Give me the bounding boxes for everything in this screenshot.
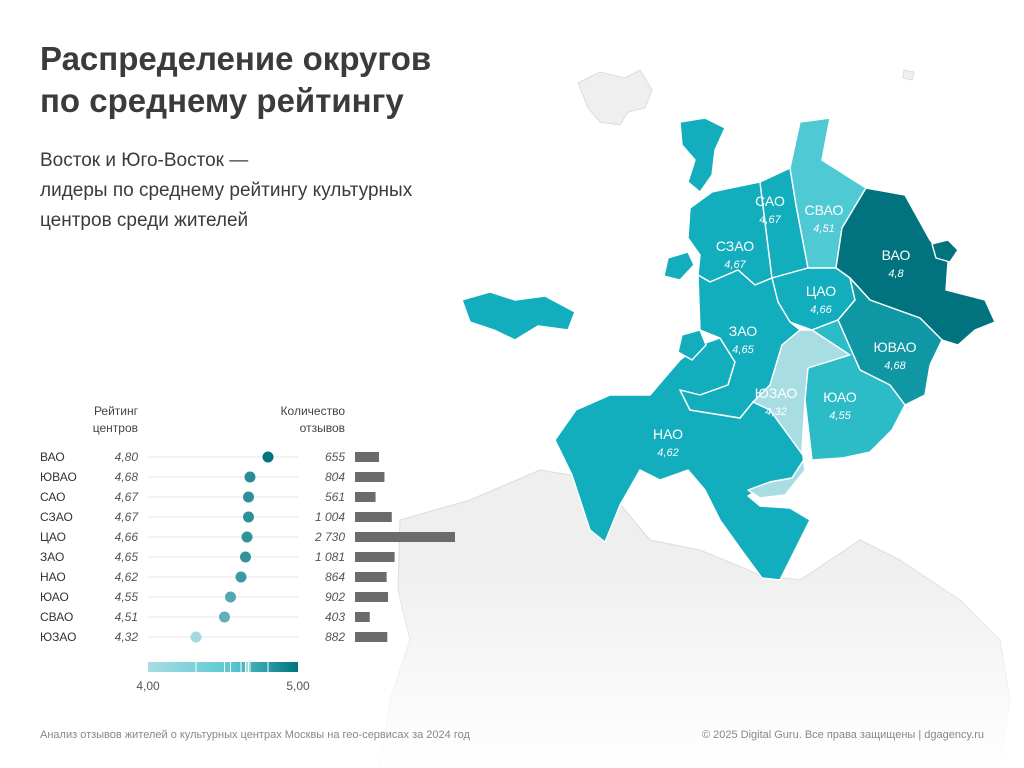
rating-dot [241,531,253,543]
page-subtitle-line: центров среди жителей [40,210,249,231]
reviews-value: 804 [325,470,345,484]
page-title-line: по среднему рейтингу [40,82,404,119]
rating-header-line1: Рейтинг [94,404,139,418]
page-title: Распределение округов по среднему рейтин… [40,38,431,122]
rating-dot [240,551,251,563]
district-yuao [804,319,906,461]
rating-dot [262,451,274,463]
rating-value: 4,80 [115,450,139,464]
rating-value: 4,62 [115,570,139,584]
reviews-bar [355,452,379,462]
rating-value: 4,51 [115,610,138,624]
reviews-bar [355,592,389,602]
rating-dot [244,471,256,483]
reviews-value: 655 [325,450,345,464]
reviews-bar [355,552,395,562]
reviews-bar [355,632,388,642]
rating-value: 4,68 [115,470,139,484]
reviews-header-line2: отзывов [300,421,345,435]
map-value-zao: 4,65 [732,344,754,356]
map-value-yuzao: 4,32 [765,406,786,418]
district-zelenograd [461,291,576,341]
district-label: ВАО [40,450,65,464]
map-label-tsao: ЦАО [806,283,836,299]
district-label: СЗАО [40,510,73,524]
map-label-yuao: ЮАО [823,389,857,405]
colorbar [148,662,298,672]
rating-header-line2: центров [93,421,138,435]
reviews-value: 882 [325,630,345,644]
reviews-bar [355,492,376,502]
reviews-value: 864 [325,570,345,584]
reviews-bar [355,472,385,482]
map-label-szao: СЗАО [716,238,754,254]
reviews-bar [355,512,392,522]
reviews-value: 403 [325,610,345,624]
map-label-svao: СВАО [805,202,844,218]
rating-dot [243,491,254,503]
x-tick-max: 5,00 [286,679,310,693]
district-label: ЗАО [40,550,64,564]
district-szao-part [663,251,695,281]
rating-dot-chart: Рейтинг центров Количество отзывов ВАО 4,… [40,404,455,693]
rating-dot [243,511,254,523]
reviews-value: 902 [325,590,345,604]
rating-value: 4,32 [115,630,139,644]
reviews-bar [355,612,370,622]
district-vao-part [931,239,959,263]
rating-dot [219,611,230,623]
reviews-value: 1 004 [315,510,345,524]
rating-dot [225,591,236,603]
district-label: ЮЗАО [40,630,76,644]
rating-value: 4,55 [115,590,139,604]
district-label: САО [40,490,65,504]
map-label-nao: НАО [653,426,683,442]
reviews-value: 561 [325,490,345,504]
district-label: НАО [40,570,66,584]
reviews-header-line1: Количество [281,404,346,418]
page-subtitle-line: Восток и Юго-Восток — [40,150,249,171]
reviews-value: 2 730 [314,530,345,544]
district-label: ЮВАО [40,470,77,484]
map-value-sao: 4,67 [759,214,781,226]
x-tick-min: 4,00 [136,679,160,693]
reviews-value: 1 081 [315,550,345,564]
page-title-line: Распределение округов [40,40,432,77]
map-value-szao: 4,67 [724,259,746,271]
map-label-zao: ЗАО [729,323,757,339]
map-label-yuvao: ЮВАО [874,339,917,355]
map-label-vao: ВАО [882,247,911,263]
map-value-tsao: 4,66 [810,304,832,316]
page-subtitle-line: лидеры по среднему рейтингу культурных [40,180,413,201]
map-label-yuzao: ЮЗАО [755,385,798,401]
page-subtitle: Восток и Юго-Восток — лидеры по среднему… [40,146,412,236]
district-label: ЮАО [40,590,69,604]
footer-copyright[interactable]: © 2025 Digital Guru. Все права защищены … [701,729,984,741]
reviews-bar [355,572,387,582]
rating-dot [190,631,202,643]
footer-source: Анализ отзывов жителей о культурных цент… [40,729,470,741]
map-label-sao: САО [755,193,785,209]
map-value-yuvao: 4,68 [884,360,906,372]
district-label: СВАО [40,610,73,624]
map-value-nao: 4,62 [657,447,678,459]
map-value-yuao: 4,55 [829,410,851,422]
district-szao-part [679,117,726,193]
rating-value: 4,67 [115,490,140,504]
rating-value: 4,66 [115,530,139,544]
district-label: ЦАО [40,530,66,544]
rating-value: 4,65 [115,550,139,564]
map-fade [380,560,1020,768]
map-value-vao: 4,8 [888,268,904,280]
district-yuvao [837,277,943,406]
reviews-bar [355,532,455,542]
district-szao-part [677,329,707,361]
map-value-svao: 4,51 [813,223,834,235]
rating-dot [235,571,247,583]
rating-value: 4,67 [115,510,140,524]
